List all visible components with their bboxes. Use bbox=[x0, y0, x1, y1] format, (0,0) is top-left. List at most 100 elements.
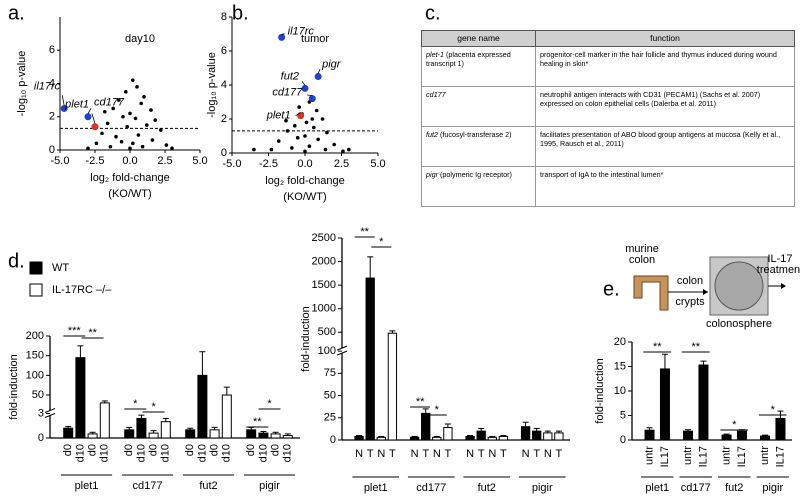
function-cell: progenitor-cell marker in the hair folli… bbox=[535, 45, 795, 87]
bar bbox=[258, 432, 269, 439]
table-row: plet-1 (placenta expressed transcript 1)… bbox=[421, 45, 795, 87]
x-tick-label: T bbox=[556, 448, 563, 460]
x-tick-label: untr bbox=[682, 446, 694, 465]
x-tick-label: d0 bbox=[148, 444, 160, 456]
diagram-text: colon bbox=[629, 254, 655, 266]
label-arrow bbox=[295, 112, 301, 116]
y-tick-label: 0 bbox=[221, 147, 227, 159]
x-tick-label: -2.5 bbox=[86, 155, 105, 167]
point bbox=[303, 134, 307, 138]
y-tick-label: 2 bbox=[221, 113, 227, 125]
x-tick-label: d10 bbox=[135, 444, 147, 462]
point bbox=[105, 121, 110, 126]
point-label: pigr bbox=[321, 58, 342, 70]
diagram-text: murine bbox=[625, 243, 659, 255]
group-label: fut2 bbox=[199, 480, 217, 492]
bar bbox=[432, 436, 442, 441]
point bbox=[347, 147, 351, 152]
x-tick-label: IL17 bbox=[697, 446, 709, 467]
arrow-head bbox=[781, 283, 786, 289]
group-label: fut2 bbox=[478, 482, 496, 494]
x-tick-label: d10 bbox=[196, 444, 208, 462]
x-tick-label: N bbox=[466, 448, 474, 460]
gene-name: plet-1 bbox=[426, 49, 444, 59]
point bbox=[164, 143, 169, 147]
x-tick-label: -2.5 bbox=[259, 158, 278, 170]
bar bbox=[721, 434, 732, 441]
group-label: fut2 bbox=[725, 482, 743, 494]
bar bbox=[520, 426, 531, 441]
point bbox=[108, 144, 113, 149]
bar bbox=[487, 436, 497, 441]
y-axis-label: fold-induction bbox=[300, 306, 312, 371]
x-tick-label: 0.0 bbox=[122, 155, 137, 167]
x-tick-label: T bbox=[445, 448, 452, 460]
point-label: plet1 bbox=[266, 110, 291, 122]
y-tick-label: 200 bbox=[26, 330, 44, 342]
point bbox=[292, 124, 297, 128]
point bbox=[325, 130, 329, 135]
point bbox=[285, 129, 290, 133]
point bbox=[100, 131, 104, 136]
diagram-text: colon bbox=[677, 275, 703, 287]
bar bbox=[644, 429, 655, 441]
gene-cell: fut2 (fucosyl-transferase 2) bbox=[421, 125, 536, 167]
diagram-text: treatment bbox=[757, 264, 800, 276]
group-label: plet1 bbox=[75, 480, 99, 492]
colon-icon bbox=[633, 275, 669, 311]
bar bbox=[124, 429, 135, 439]
point bbox=[276, 139, 281, 143]
x-tick-label: IL17 bbox=[774, 446, 786, 467]
point-label: cd177 bbox=[272, 87, 303, 99]
point bbox=[341, 149, 345, 154]
x-tick-label: N bbox=[522, 448, 530, 460]
legend-label: IL-17RC –/– bbox=[52, 284, 112, 296]
bar bbox=[409, 436, 420, 441]
bar bbox=[148, 432, 159, 439]
axis-break bbox=[336, 350, 348, 356]
point bbox=[121, 114, 125, 119]
x-axis-label: log₂ fold-change bbox=[265, 175, 345, 187]
y-tick-label: 50 bbox=[32, 389, 44, 401]
x-tick-label: d0 bbox=[87, 444, 99, 456]
point-label: il17rc bbox=[288, 25, 315, 37]
x-tick-label: IL17 bbox=[736, 446, 748, 467]
label-arrow bbox=[91, 113, 96, 124]
point bbox=[140, 144, 145, 149]
y-axis-label: -log₁₀ p-value bbox=[206, 52, 218, 118]
group-label: pigir bbox=[762, 482, 783, 494]
bar bbox=[354, 435, 364, 441]
header-cell: function bbox=[535, 30, 795, 47]
legend-swatch bbox=[29, 283, 43, 297]
point bbox=[316, 137, 320, 142]
bar bbox=[160, 421, 171, 439]
y-tick-label: 1000 bbox=[312, 303, 336, 315]
point bbox=[323, 147, 328, 152]
significance: ** bbox=[416, 396, 425, 408]
y-tick-label: 50 bbox=[324, 389, 336, 401]
bar bbox=[99, 402, 110, 439]
point bbox=[307, 144, 312, 148]
bar bbox=[465, 435, 475, 441]
point bbox=[86, 146, 90, 151]
point bbox=[103, 109, 107, 114]
point bbox=[117, 98, 121, 102]
x-tick-label: T bbox=[500, 448, 507, 460]
bar bbox=[63, 427, 74, 439]
function-cell: transport of IgA to the intestinal lumen… bbox=[535, 165, 795, 207]
y-tick-label: 75 bbox=[324, 367, 336, 379]
x-tick-label: -5.0 bbox=[51, 155, 70, 167]
point bbox=[125, 124, 129, 129]
significance: ** bbox=[88, 327, 97, 339]
panel-label: e. bbox=[603, 278, 620, 300]
y-axis-label: fold-induction bbox=[594, 358, 606, 423]
bar bbox=[543, 432, 553, 441]
point bbox=[142, 95, 146, 99]
point bbox=[124, 90, 128, 94]
x-tick-label: T bbox=[478, 448, 485, 460]
point bbox=[311, 125, 316, 130]
point bbox=[314, 108, 319, 113]
label-arrow bbox=[61, 95, 65, 106]
point bbox=[310, 117, 315, 121]
